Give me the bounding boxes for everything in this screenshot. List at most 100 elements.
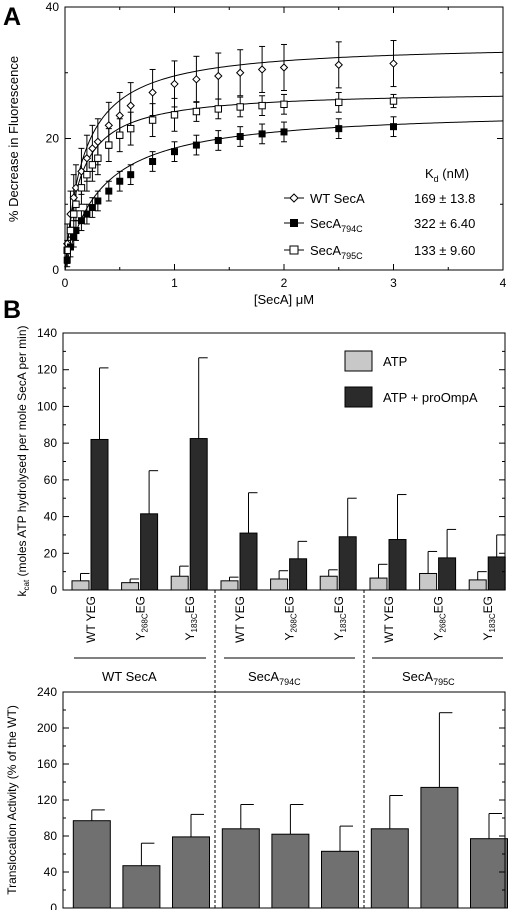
bar-atp-proompa <box>388 539 407 591</box>
y-tick-label: 20 <box>44 546 58 560</box>
data-point-795c <box>94 154 102 162</box>
category-label: Y183CEG <box>481 596 497 640</box>
binding-legend: Kd (nM) WT SecA 169 ± 13.8 SecA794C 322 … <box>284 166 475 261</box>
binding-x-tick-label: 2 <box>281 276 288 290</box>
bar-translocation <box>172 836 210 909</box>
translocation-y-axis-label: Translocation Activity (% of the WT) <box>5 705 19 895</box>
y-tick-label: 80 <box>44 829 58 843</box>
category-label: Y183CEG <box>183 596 199 640</box>
legend-label-atp-proompa: ATP + proOmpA <box>383 390 478 405</box>
category-label: Y268CEG <box>431 596 447 640</box>
panel-letter-b: B <box>3 296 21 324</box>
category-label: WT YEG <box>233 596 247 643</box>
data-point-wt <box>115 111 124 120</box>
data-point-794c <box>390 123 397 131</box>
y-tick-label: 60 <box>44 473 58 487</box>
data-point-795c <box>88 161 97 169</box>
data-point-wt <box>82 154 92 163</box>
bar-translocation <box>271 833 310 909</box>
bar-atp-proompa <box>189 438 208 591</box>
legend-marker-794c <box>290 219 298 227</box>
atpase-legend: ATP ATP + proOmpA <box>344 350 478 408</box>
bar-atp <box>319 575 338 591</box>
data-point-794c <box>171 148 178 156</box>
data-point-794c <box>83 210 91 218</box>
legend-swatch-atp <box>344 350 373 372</box>
y-tick-label: 160 <box>37 757 57 771</box>
binding-x-tick-label: 0 <box>62 276 69 290</box>
category-label: WT YEG <box>382 596 396 643</box>
y-tick-label: 200 <box>37 721 57 735</box>
data-point-wt <box>104 121 114 130</box>
legend-marker-wt <box>289 193 299 203</box>
legend-kd-795c: 133 ± 9.60 <box>414 243 475 258</box>
data-point-wt <box>148 88 157 97</box>
legend-header: Kd (nM) <box>425 166 469 184</box>
y-tick-label: 80 <box>44 436 58 450</box>
data-point-wt <box>93 137 103 146</box>
data-point-794c <box>116 177 124 185</box>
y-tick-label: 120 <box>37 793 57 807</box>
data-point-794c <box>70 233 78 241</box>
binding-y-tick-label: 20 <box>46 132 60 146</box>
data-point-794c <box>258 130 266 138</box>
data-point-794c <box>280 128 288 136</box>
data-point-wt <box>235 68 245 77</box>
data-point-795c <box>63 246 71 254</box>
binding-y-tick-label: 0 <box>52 263 59 277</box>
data-point-795c <box>389 97 398 105</box>
data-point-795c <box>192 107 201 116</box>
category-label: Y268CEG <box>282 596 298 640</box>
translocation-chart: 0 40 80 120 160 200 240 Translocation Activity… <box>5 685 508 910</box>
data-point-wt <box>88 144 97 153</box>
data-point-795c <box>127 124 135 133</box>
binding-x-tick-label: 3 <box>390 276 397 290</box>
y-tick-label: 0 <box>50 583 57 597</box>
legend-swatch-atp-proompa <box>344 386 373 408</box>
data-point-795c <box>214 105 223 113</box>
legend-name-795c: SecA795C <box>310 243 363 261</box>
data-point-795c <box>116 131 124 139</box>
category-label: Y183CEG <box>332 596 348 640</box>
bar-atp-proompa <box>289 558 308 591</box>
data-point-wt <box>126 101 135 110</box>
data-point-794c <box>192 141 200 149</box>
atpase-y-axis-label: kcat (moles ATP hydrolysed per mole SecA… <box>15 325 31 596</box>
bar-atp <box>121 582 140 591</box>
bar-atp <box>369 577 388 591</box>
data-point-795c <box>236 103 244 111</box>
data-point-wt <box>170 79 179 89</box>
y-tick-label: 120 <box>37 363 57 377</box>
bar-atp <box>270 578 289 591</box>
legend-name-794c: SecA794C <box>310 216 363 234</box>
legend-kd-wt: 169 ± 13.8 <box>414 191 475 206</box>
bar-atp <box>71 580 90 591</box>
y-tick-label: 240 <box>37 685 57 699</box>
data-point-795c <box>70 210 78 218</box>
data-point-794c <box>335 125 343 133</box>
legend-marker-795c <box>289 245 299 255</box>
bar-translocation <box>221 828 260 909</box>
data-point-795c <box>280 100 288 109</box>
atpase-chart: 0 20 40 60 80 100 120 140 kcat (moles ATP hydro… <box>15 325 506 687</box>
data-point-wt <box>257 65 267 74</box>
bar-atp <box>220 580 239 591</box>
data-point-795c <box>77 184 86 192</box>
data-point-795c <box>170 111 179 119</box>
bar-atp-proompa <box>239 532 258 591</box>
data-point-794c <box>236 133 244 141</box>
data-point-794c <box>149 158 157 166</box>
binding-y-axis-label: % Decrease in Fluorescence <box>6 56 21 222</box>
bar-translocation <box>370 828 409 909</box>
category-label: Y268CEG <box>133 596 149 640</box>
group-label-wt: WT SecA <box>102 669 157 684</box>
panel-letter-a: A <box>3 3 21 31</box>
y-tick-label: 140 <box>37 326 57 340</box>
bar-translocation <box>321 850 359 909</box>
data-point-wt <box>279 63 289 72</box>
bar-atp-proompa <box>487 556 506 591</box>
data-point-795c <box>72 200 80 208</box>
data-point-795c <box>148 116 157 124</box>
data-point-794c <box>72 227 80 235</box>
